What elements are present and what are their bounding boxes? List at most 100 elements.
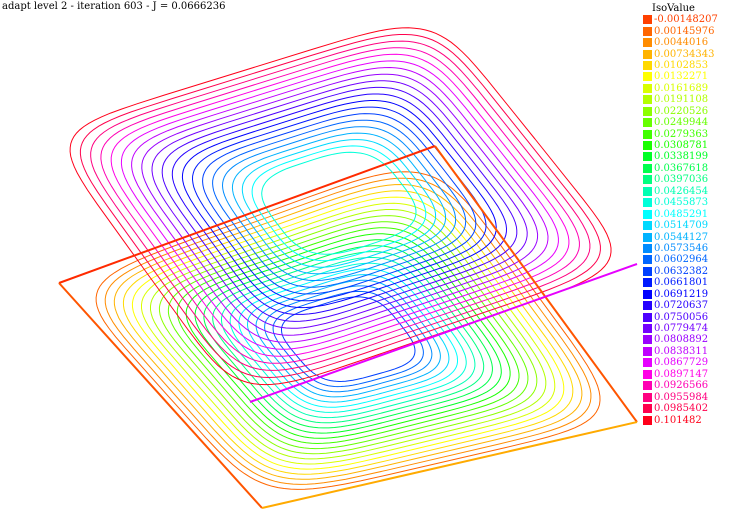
contour-line — [131, 66, 549, 343]
legend-entry: 0.0985402 — [643, 403, 739, 414]
legend-swatch — [643, 118, 652, 128]
legend-entry: 0.0367618 — [643, 163, 739, 174]
legend-entry: 0.0102853 — [643, 60, 739, 71]
legend-swatch — [643, 175, 652, 185]
legend-label: 0.0661801 — [654, 277, 709, 289]
legend-label: 0.0397036 — [654, 174, 709, 186]
legend-label: 0.0779474 — [654, 323, 709, 335]
legend-entry: 0.0544127 — [643, 231, 739, 243]
legend-entry: 0.0632382 — [643, 266, 739, 277]
legend-entry: 0.0279363 — [643, 128, 739, 140]
legend-swatch — [643, 243, 652, 253]
legend-label: 0.0132271 — [654, 71, 709, 83]
legend-swatch — [643, 358, 652, 368]
legend-swatch — [643, 38, 652, 48]
legend-swatch — [643, 232, 652, 242]
legend-entry: 0.0397036 — [643, 174, 739, 185]
legend-label: 0.0367618 — [654, 162, 709, 174]
legend-label: 0.0485291 — [654, 208, 709, 220]
legend-label: 0.0191108 — [654, 94, 709, 106]
legend-swatch — [643, 72, 652, 82]
legend-entry: 0.0867729 — [643, 357, 739, 368]
contour-line — [191, 106, 487, 302]
contour-line — [241, 139, 437, 268]
legend-entry: 0.0779474 — [643, 323, 739, 334]
legend-entry: 0.0808892 — [643, 334, 739, 345]
legend-label: 0.0161689 — [654, 82, 709, 94]
legend-label: 0.101482 — [654, 414, 702, 426]
contour-line — [255, 279, 441, 398]
legend-swatch — [643, 186, 652, 196]
contour-line — [231, 132, 447, 275]
legend-label: 0.0750056 — [654, 311, 709, 323]
legend-swatch — [643, 415, 652, 425]
legend-label: 0.0720637 — [654, 300, 709, 312]
legend-entry: 0.0132271 — [643, 71, 739, 82]
legend-swatch — [643, 152, 652, 162]
contour-line — [141, 202, 556, 465]
contour-line — [171, 93, 508, 315]
contour-line — [122, 190, 574, 475]
legend-swatch — [643, 221, 652, 231]
legend-swatch — [643, 346, 652, 356]
legend-swatch — [643, 26, 652, 36]
legend-label: 0.0455873 — [654, 197, 709, 209]
legend-swatch — [643, 60, 652, 70]
legend-swatch — [643, 198, 652, 208]
legend-label: 0.0514709 — [654, 220, 709, 232]
legend-entry: -0.00148207 — [643, 14, 739, 25]
plane-edge — [58, 145, 436, 284]
legend-label: 0.0808892 — [654, 334, 709, 346]
legend-swatch — [643, 289, 652, 299]
contour-line — [104, 177, 592, 485]
legend-label: -0.00148207 — [654, 14, 718, 26]
legend-label: 0.0867729 — [654, 357, 709, 369]
legend-label: 0.0926566 — [654, 380, 709, 392]
plane-edge — [261, 421, 638, 509]
contour-line — [158, 215, 538, 455]
legend-entry: 0.0750056 — [643, 311, 739, 323]
legend-entry: 0.00145976 — [643, 25, 739, 37]
contour-line — [238, 268, 458, 408]
isovalue-legend: IsoValue -0.00148207 0.00145976 0.0044016 0… — [643, 3, 739, 426]
legend-label: 0.0897147 — [654, 368, 709, 380]
legend-swatch — [643, 106, 652, 116]
legend-entry: 0.0838311 — [643, 346, 739, 357]
legend-swatch — [643, 129, 652, 139]
contour-line — [212, 251, 485, 424]
legend-entry: 0.0249944 — [643, 117, 739, 128]
legend-entry: 0.00734343 — [643, 48, 739, 60]
legend-entry: 0.0485291 — [643, 208, 739, 220]
legend-label: 0.0279363 — [654, 128, 709, 140]
contour-line — [90, 40, 591, 371]
contour-line — [100, 47, 580, 364]
legend-entry: 0.0191108 — [643, 94, 739, 105]
contour-line — [161, 86, 518, 322]
legend-entry: 0.0573546 — [643, 243, 739, 254]
contour-line — [194, 239, 502, 434]
contour-line — [79, 34, 601, 379]
legend-swatch — [643, 404, 652, 414]
contour-line — [264, 285, 433, 393]
legend-label: 0.0044016 — [654, 37, 709, 49]
legend-label: 0.0426454 — [654, 185, 709, 197]
legend-label: 0.00734343 — [654, 48, 715, 60]
legend-entry: 0.0308781 — [643, 140, 739, 151]
legend-label: 0.0338199 — [654, 151, 709, 163]
plane-edge — [58, 282, 263, 509]
legend-entry: 0.0691219 — [643, 289, 739, 300]
contour-line — [167, 221, 529, 450]
legend-entries: -0.00148207 0.00145976 0.0044016 0.00734343… — [643, 14, 739, 426]
legend-swatch — [643, 141, 652, 151]
plane-edge — [249, 263, 638, 403]
legend-entry: 0.0897147 — [643, 369, 739, 380]
legend-label: 0.0955984 — [654, 391, 709, 403]
legend-label: 0.0691219 — [654, 288, 709, 300]
legend-label: 0.0249944 — [654, 117, 709, 129]
legend-entry: 0.0220526 — [643, 106, 739, 117]
legend-swatch — [643, 324, 652, 334]
legend-entry: 0.0602964 — [643, 254, 739, 265]
contour-line — [141, 73, 539, 336]
legend-label: 0.0308781 — [654, 140, 709, 152]
